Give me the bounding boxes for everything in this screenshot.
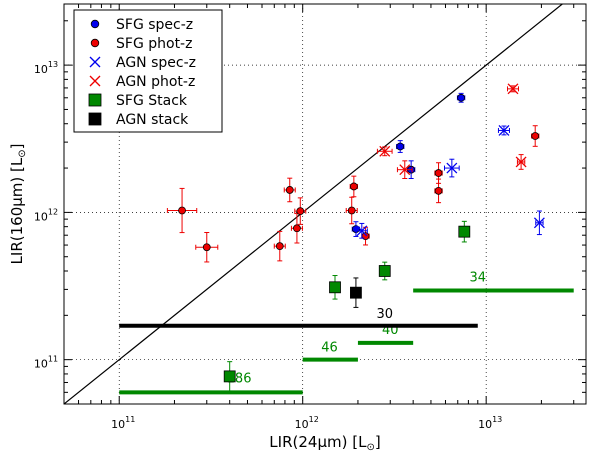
point-agn-phot-z [515, 154, 527, 170]
point-sfg-spec-z [456, 92, 466, 103]
legend-label: AGN spec-z [116, 55, 196, 71]
marker-sfg-phot-z [275, 242, 284, 251]
legend-entry-agn-stack: AGN stack [88, 112, 189, 128]
y-tick-label: 1012 [34, 207, 58, 223]
y-tick-label: 1013 [34, 60, 58, 76]
marker-agn-spec-z [498, 125, 510, 136]
plot-frame [63, 3, 587, 405]
point-sfg-phot-z [273, 230, 286, 262]
x-tick-label: 1011 [111, 415, 135, 431]
legend-marker-agn-phot-z [89, 75, 101, 87]
legend: SFG spec-z SFG phot-z AGN spec-z AGN phot-z… [73, 9, 223, 133]
point-sfg-phot-z [283, 177, 296, 203]
legend-entry-sfg-phot-z: SFG phot-z [90, 36, 192, 52]
point-agn-phot-z [506, 83, 519, 95]
marker-agn-spec-z [533, 217, 545, 229]
marker-sfg-phot-z [434, 169, 443, 177]
point-sfg-phot-z [290, 213, 303, 244]
marker-sfg-stack [223, 370, 236, 383]
bin-bar-label-30: 30 [376, 307, 393, 322]
legend-label: SFG phot-z [116, 36, 192, 52]
one-to-one-line-group [64, 4, 563, 404]
point-agn-phot-z [396, 160, 413, 180]
point-sfg-phot-z [166, 187, 198, 234]
marker-sfg-phot-z [347, 206, 356, 215]
marker-sfg-phot-z [293, 224, 301, 233]
point-sfg-stack [378, 261, 391, 281]
marker-sfg-stack [329, 281, 341, 294]
point-sfg-stack [458, 220, 471, 243]
legend-entry-sfg-spec-z: SFG spec-z [90, 17, 193, 33]
legend-box [73, 9, 223, 133]
point-sfg-phot-z [294, 197, 307, 225]
legend-label: AGN stack [116, 112, 189, 128]
point-agn-spec-z [533, 210, 545, 236]
point-agn-spec-z [355, 222, 368, 239]
legend-label: SFG Stack [116, 93, 188, 109]
x-axis-label: LIR(24μm) [L⊙] [269, 433, 380, 453]
point-sfg-stack [329, 275, 341, 300]
marker-sfg-phot-z [296, 207, 305, 216]
marker-agn-phot-z [515, 156, 527, 168]
marker-sfg-phot-z [285, 186, 294, 194]
point-sfg-phot-z [195, 232, 219, 263]
x-tick-label: 1012 [295, 415, 319, 431]
x-tick-label: 1013 [478, 415, 502, 431]
bin-bar-label-34: 34 [470, 270, 487, 285]
marker-sfg-phot-z [531, 132, 540, 140]
legend-marker-agn-stack [88, 112, 102, 126]
series-agn-phot-z [376, 83, 527, 180]
point-sfg-stack [223, 361, 236, 392]
y-tick-label: 1011 [34, 355, 58, 371]
marker-sfg-stack [458, 225, 471, 238]
marker-sfg-phot-z [349, 182, 358, 191]
marker-agn-phot-z [399, 164, 411, 176]
y-axis-label: LIR(160μm) [L⊙] [8, 144, 28, 265]
bin-bar-label-46: 46 [321, 340, 338, 355]
marker-sfg-spec-z [396, 142, 405, 151]
marker-sfg-phot-z [202, 243, 211, 252]
axis-ticks: 1011 1012 1013 1011 1012 1013 [34, 4, 586, 431]
legend-label: AGN phot-z [116, 74, 195, 90]
marker-agn-stack [350, 286, 362, 299]
legend-label: SFG spec-z [116, 17, 193, 33]
series-sfg-stack [223, 220, 471, 392]
legend-marker-sfg-phot-z [90, 38, 100, 48]
point-agn-phot-z [376, 145, 393, 157]
marker-sfg-phot-z [434, 186, 443, 195]
series-sfg-phot-z [166, 125, 540, 263]
point-agn-stack [350, 277, 362, 308]
marker-agn-phot-z [379, 145, 391, 157]
legend-marker-sfg-spec-z [90, 19, 100, 29]
marker-sfg-phot-z [178, 206, 186, 215]
point-sfg-phot-z [434, 162, 443, 184]
point-agn-spec-z [497, 125, 510, 136]
series-agn-stack [350, 277, 362, 308]
legend-marker-sfg-stack [88, 93, 102, 107]
legend-entry-agn-phot-z: AGN phot-z [89, 74, 195, 90]
point-sfg-phot-z [531, 125, 540, 147]
marker-agn-spec-z [446, 162, 458, 174]
data-points [166, 83, 545, 392]
marker-sfg-stack [378, 265, 391, 277]
legend-entry-sfg-stack: SFG Stack [88, 93, 188, 109]
point-agn-spec-z [444, 158, 460, 178]
marker-sfg-spec-z [457, 93, 466, 102]
legend-entry-agn-spec-z: AGN spec-z [89, 55, 196, 71]
marker-agn-phot-z [507, 83, 519, 95]
legend-marker-agn-spec-z [89, 56, 101, 68]
point-sfg-phot-z [349, 175, 359, 198]
one-to-one-line [64, 4, 563, 404]
marker-agn-spec-z [356, 225, 368, 237]
series-agn-spec-z [355, 125, 545, 239]
point-sfg-spec-z [396, 140, 405, 153]
point-sfg-phot-z [345, 196, 358, 225]
